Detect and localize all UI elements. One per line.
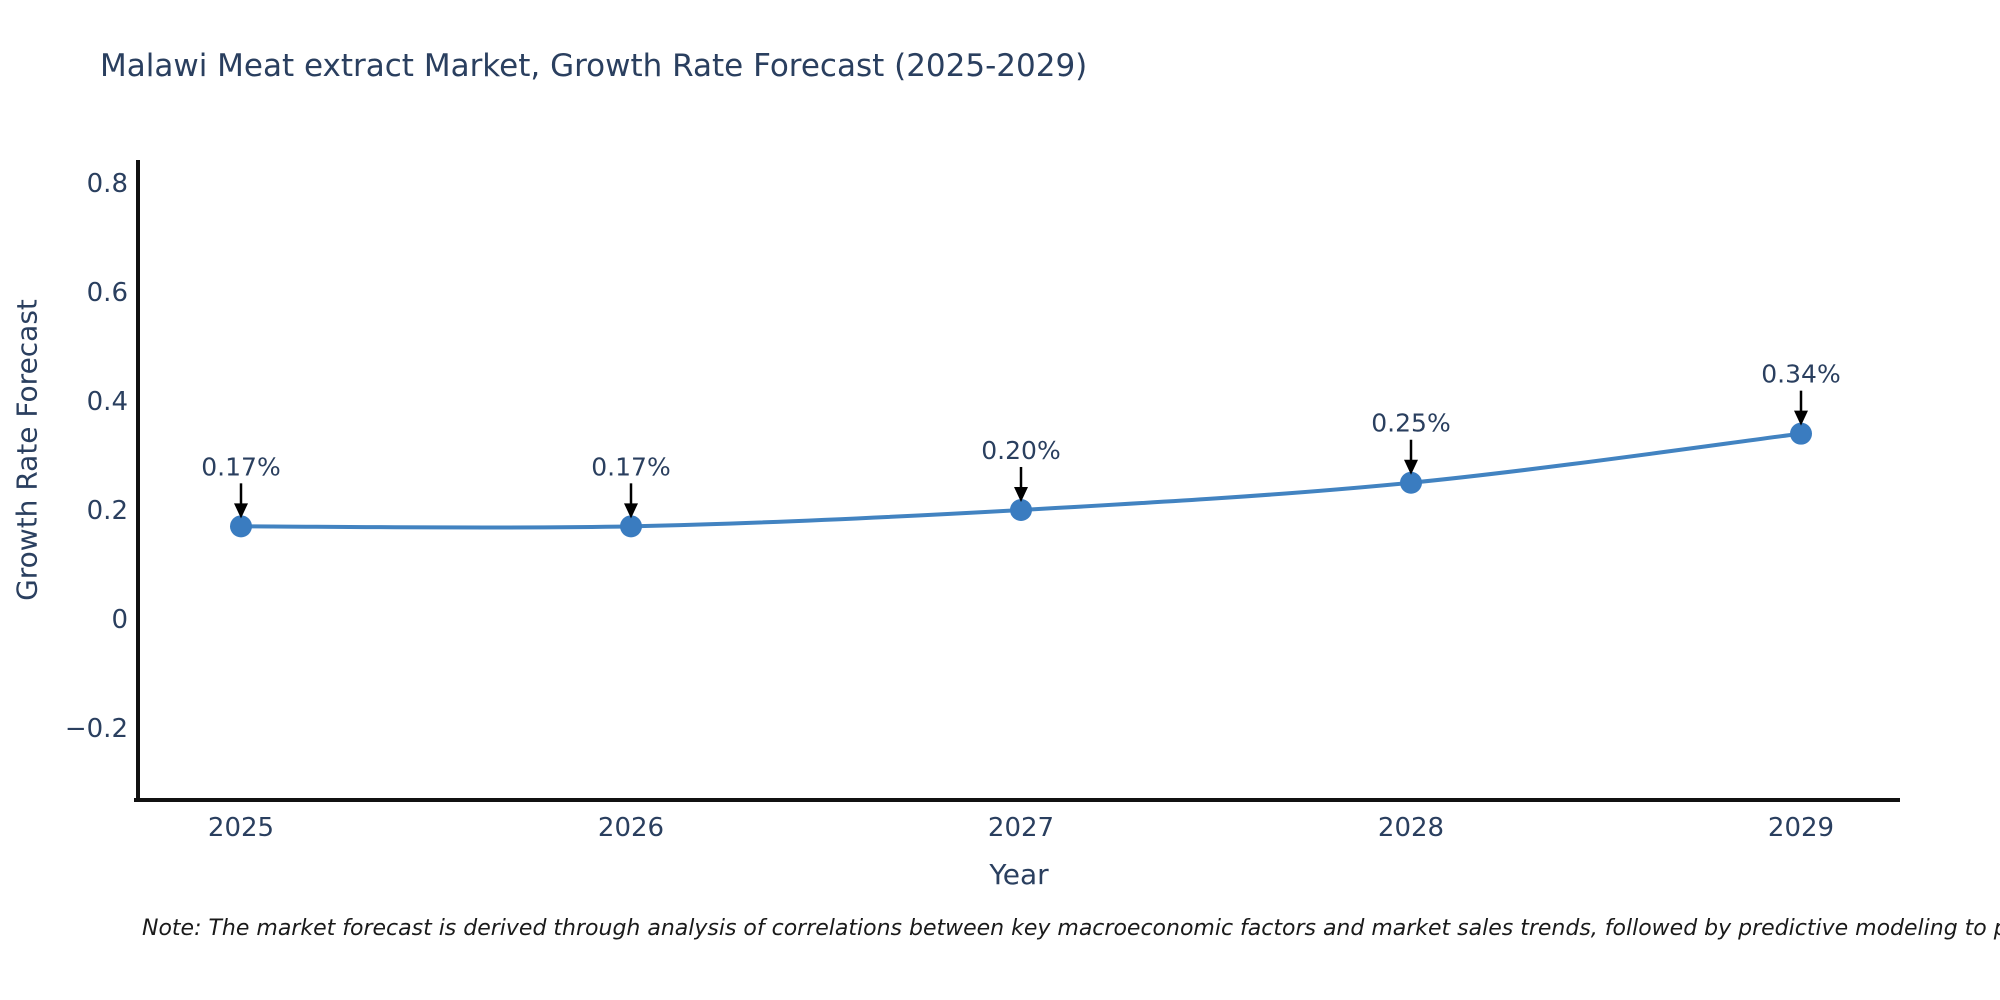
annotation-arrowhead xyxy=(1014,486,1028,502)
data-point-label: 0.34% xyxy=(1761,360,1840,389)
annotation-arrowhead xyxy=(624,503,638,519)
annotation-arrowhead xyxy=(234,503,248,519)
y-tick-label: 0.2 xyxy=(87,496,128,526)
data-point-marker xyxy=(1010,498,1032,521)
y-axis-title: Growth Rate Forecast xyxy=(10,299,44,601)
data-point-marker xyxy=(1400,471,1422,494)
data-point-label: 0.17% xyxy=(201,452,280,481)
x-tick-label: 2025 xyxy=(208,813,274,843)
data-point-label: 0.17% xyxy=(591,452,670,481)
x-axis-title: Year xyxy=(989,858,1049,891)
x-tick-label: 2029 xyxy=(1768,813,1834,843)
data-point-label: 0.25% xyxy=(1371,409,1450,438)
x-tick-label: 2028 xyxy=(1378,813,1444,843)
annotation-arrowhead xyxy=(1404,459,1418,475)
x-tick-label: 2026 xyxy=(598,813,664,843)
y-tick-label: −0.2 xyxy=(65,714,128,744)
annotation-arrowhead xyxy=(1794,410,1808,426)
data-point-marker xyxy=(620,515,642,538)
data-point-label: 0.20% xyxy=(981,436,1060,465)
y-tick-label: 0.4 xyxy=(87,387,128,417)
y-tick-label: 0.8 xyxy=(87,169,128,199)
x-tick-label: 2027 xyxy=(988,813,1054,843)
y-tick-label: 0 xyxy=(111,605,128,635)
data-point-marker xyxy=(230,515,252,538)
data-point-marker xyxy=(1790,422,1812,445)
chart-title: Malawi Meat extract Market, Growth Rate … xyxy=(100,48,1088,84)
y-tick-label: 0.6 xyxy=(87,278,128,308)
footnote-text: Note: The market forecast is derived thr… xyxy=(142,916,2000,941)
